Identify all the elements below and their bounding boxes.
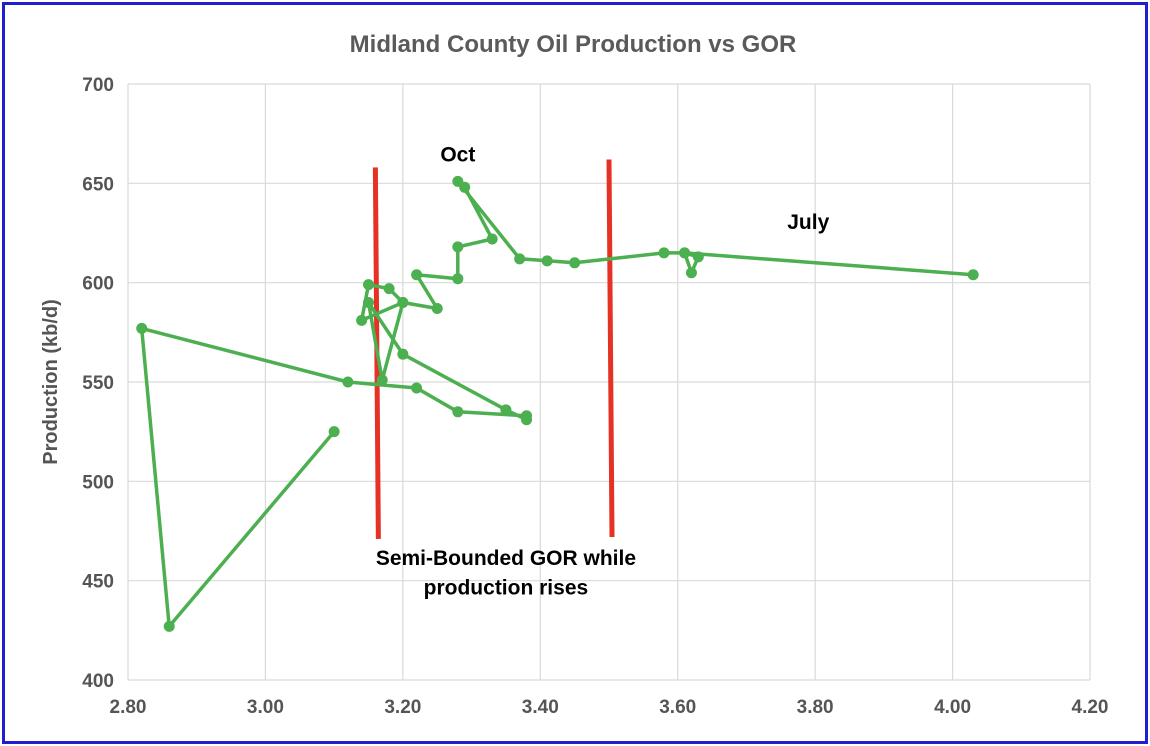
data-point: [692, 251, 704, 263]
x-tick-label: 4.00: [934, 697, 971, 718]
data-point: [136, 322, 148, 334]
series: [136, 175, 979, 632]
data-point: [397, 348, 409, 360]
data-point: [514, 253, 526, 265]
data-point: [328, 426, 340, 438]
annotation-label: production rises: [424, 577, 589, 600]
annotation-label: July: [787, 211, 829, 234]
chart-title: Midland County Oil Production vs GOR: [350, 31, 797, 58]
red-marker-line: [606, 159, 615, 537]
data-point: [411, 269, 423, 281]
grid: [127, 83, 1091, 681]
data-point: [569, 257, 581, 269]
y-tick-label: 600: [82, 274, 114, 295]
y-tick-label: 400: [82, 671, 114, 692]
data-point: [452, 175, 464, 187]
data-point: [500, 404, 512, 416]
tick-labels: 2.80 3.00 3.20 3.40 3.60 3.80 4.00 4.20 400 450 50…: [82, 75, 1108, 718]
x-tick-label: 3.60: [659, 697, 696, 718]
data-point: [356, 314, 368, 326]
y-tick-label: 500: [82, 472, 114, 493]
data-point: [397, 297, 409, 309]
y-tick-label: 650: [82, 174, 114, 195]
data-point: [163, 620, 175, 632]
x-tick-label: 3.40: [522, 697, 559, 718]
data-point: [452, 406, 464, 418]
y-tick-label: 450: [82, 572, 114, 593]
data-point: [541, 255, 553, 267]
data-point: [431, 302, 443, 314]
y-tick-label: 550: [82, 373, 114, 394]
annotations: Oct July Semi-Bounded GOR while production …: [376, 143, 830, 599]
y-axis-label: Production (kb/d): [40, 299, 62, 465]
data-point: [679, 247, 691, 259]
data-point: [376, 374, 388, 386]
data-point: [342, 376, 354, 388]
data-point: [411, 382, 423, 394]
data-point: [658, 247, 670, 259]
data-point: [486, 233, 498, 245]
data-point: [967, 269, 979, 281]
vertical-lines: [372, 159, 615, 539]
data-point: [363, 279, 374, 291]
data-point: [363, 297, 374, 309]
annotation-label: Semi-Bounded GOR while: [376, 547, 636, 570]
x-tick-label: 2.80: [110, 697, 147, 718]
x-tick-label: 3.80: [797, 697, 834, 718]
data-point: [685, 267, 697, 279]
x-tick-label: 4.20: [1072, 697, 1109, 718]
data-point: [452, 241, 464, 253]
annotation-label: Oct: [440, 143, 475, 166]
data-point: [521, 414, 533, 426]
y-tick-label: 700: [82, 75, 114, 96]
x-tick-label: 3.20: [384, 697, 421, 718]
x-tick-label: 3.00: [247, 697, 284, 718]
data-point: [452, 273, 464, 285]
data-point: [383, 283, 395, 295]
